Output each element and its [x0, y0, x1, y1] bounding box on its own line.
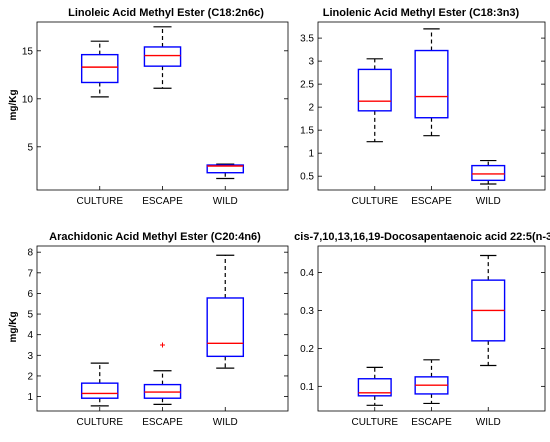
x-axis: CULTURE ESCAPE WILD	[77, 407, 238, 428]
chart-title: Linolenic Acid Methyl Ester (C18:3n3)	[323, 7, 520, 19]
y-axis: 5 10 15	[22, 46, 288, 153]
box-escape	[143, 342, 182, 405]
y-tick-label: 7	[27, 268, 33, 279]
x-tick-label: ESCAPE	[142, 417, 183, 428]
boxes-layer	[80, 254, 245, 407]
plot-area	[317, 245, 546, 412]
y-tick-label: 5	[27, 142, 33, 153]
box-culture	[80, 40, 119, 98]
y-tick-label: 2	[308, 103, 314, 114]
x-axis: CULTURE ESCAPE WILD	[352, 407, 501, 428]
y-axis: 0.5 1 1.5 2 2.5 3 3.5	[300, 34, 545, 183]
chart-title: cis-7,10,13,16,19-Docosapentaenoic acid …	[294, 231, 550, 243]
box-culture	[80, 362, 119, 407]
plot-area	[36, 245, 289, 412]
iqr-box	[357, 378, 392, 397]
x-axis: CULTURE ESCAPE WILD	[77, 186, 238, 207]
x-tick-label: WILD	[476, 417, 501, 428]
y-tick-label: 3.5	[300, 34, 314, 45]
y-axis: 0.1 0.2 0.3 0.4	[300, 268, 545, 393]
x-tick-label: CULTURE	[77, 417, 124, 428]
chart-panel-linoleic: Linoleic Acid Methyl Ester (C18:2n6c) mg…	[8, 7, 289, 207]
chart-title: Linoleic Acid Methyl Ester (C18:2n6c)	[68, 7, 264, 19]
x-tick-label: WILD	[213, 196, 238, 207]
boxes-layer	[80, 26, 245, 180]
x-tick-label: ESCAPE	[142, 196, 183, 207]
boxes-layer	[357, 254, 506, 406]
y-tick-label: 0.4	[300, 268, 314, 279]
plot-area	[36, 21, 289, 191]
x-tick-label: WILD	[476, 196, 501, 207]
y-tick-label: 0.3	[300, 306, 314, 317]
x-tick-label: CULTURE	[77, 196, 124, 207]
box-wild	[206, 163, 245, 180]
x-tick-label: WILD	[213, 417, 238, 428]
iqr-box	[80, 53, 119, 84]
box-escape	[414, 28, 449, 137]
y-tick-label: 1	[308, 149, 314, 160]
iqr-box	[80, 382, 119, 399]
y-axis-label: mg/Kg	[8, 311, 19, 342]
y-tick-label: 0.5	[300, 172, 314, 183]
y-tick-label: 1.5	[300, 126, 314, 137]
boxes-layer	[357, 28, 506, 185]
y-tick-label: 5	[27, 310, 33, 321]
iqr-box	[471, 164, 506, 182]
box-culture	[357, 58, 392, 143]
chart-title: Arachidonic Acid Methyl Ester (C20:4n6)	[49, 231, 261, 243]
y-tick-label: 6	[27, 289, 33, 300]
box-wild	[471, 159, 506, 185]
y-axis: 1 2 3 4 5 6 7 8	[27, 248, 288, 403]
x-tick-label: ESCAPE	[411, 417, 452, 428]
box-wild	[471, 254, 506, 367]
box-escape	[143, 26, 182, 89]
y-tick-label: 3	[308, 57, 314, 68]
chart-panel-docosapentaenoic: cis-7,10,13,16,19-Docosapentaenoic acid …	[294, 231, 550, 428]
y-tick-label: 2	[27, 371, 33, 382]
y-axis-label: mg/Kg	[8, 89, 19, 120]
x-axis: CULTURE ESCAPE WILD	[352, 186, 501, 207]
box-escape	[414, 359, 449, 405]
box-wild	[206, 254, 245, 369]
y-tick-label: 0.1	[300, 382, 314, 393]
x-tick-label: CULTURE	[352, 196, 399, 207]
iqr-box	[206, 297, 245, 358]
x-tick-label: ESCAPE	[411, 196, 452, 207]
y-tick-label: 2.5	[300, 80, 314, 91]
y-tick-label: 4	[27, 330, 33, 341]
iqr-box	[414, 49, 449, 119]
y-tick-label: 15	[22, 46, 34, 57]
chart-panel-linolenic: Linolenic Acid Methyl Ester (C18:3n3) 0.…	[300, 7, 546, 207]
y-tick-label: 1	[27, 392, 33, 403]
box-culture	[357, 366, 392, 406]
y-tick-label: 8	[27, 248, 33, 259]
x-tick-label: CULTURE	[352, 417, 399, 428]
y-tick-label: 3	[27, 351, 33, 362]
iqr-box	[206, 164, 245, 174]
iqr-box	[143, 46, 182, 67]
iqr-box	[357, 68, 392, 112]
chart-panel-arachidonic: Arachidonic Acid Methyl Ester (C20:4n6) …	[8, 231, 289, 428]
y-tick-label: 10	[22, 94, 34, 105]
y-tick-label: 0.2	[300, 344, 314, 355]
